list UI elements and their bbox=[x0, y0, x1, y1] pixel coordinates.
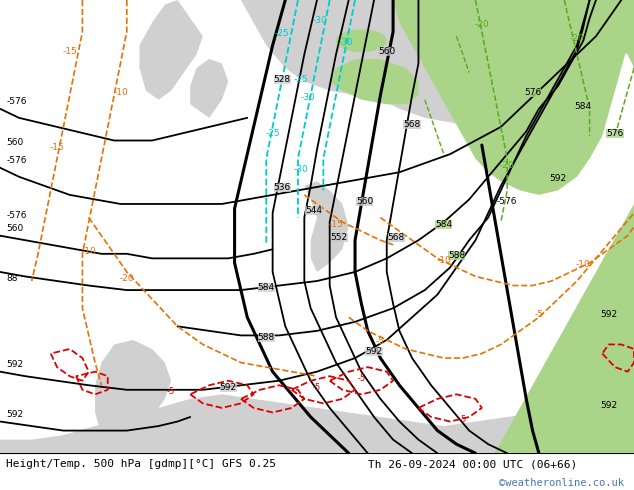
Text: 536: 536 bbox=[273, 183, 291, 193]
Text: 592: 592 bbox=[6, 410, 23, 419]
Text: -30: -30 bbox=[300, 93, 315, 102]
Polygon shape bbox=[495, 204, 634, 453]
Text: 560: 560 bbox=[356, 197, 373, 206]
Text: 592: 592 bbox=[219, 383, 237, 392]
Text: 560: 560 bbox=[378, 48, 396, 56]
Text: -10: -10 bbox=[436, 256, 451, 265]
Text: Th 26-09-2024 00:00 UTC (06+66): Th 26-09-2024 00:00 UTC (06+66) bbox=[368, 459, 577, 469]
Text: 544: 544 bbox=[306, 206, 322, 215]
Text: 584: 584 bbox=[574, 102, 592, 111]
Text: -20: -20 bbox=[569, 34, 585, 43]
Polygon shape bbox=[304, 181, 349, 272]
Text: -25: -25 bbox=[275, 29, 290, 38]
Ellipse shape bbox=[336, 29, 387, 52]
Polygon shape bbox=[380, 59, 520, 131]
Text: -10: -10 bbox=[81, 247, 96, 256]
Text: -30: -30 bbox=[294, 165, 309, 174]
Text: -25: -25 bbox=[294, 74, 309, 84]
Text: 584: 584 bbox=[435, 220, 453, 229]
Text: -576: -576 bbox=[497, 197, 517, 206]
Text: 528: 528 bbox=[273, 74, 291, 84]
Text: -15: -15 bbox=[62, 48, 77, 56]
Polygon shape bbox=[139, 0, 203, 100]
Text: 576: 576 bbox=[524, 88, 541, 97]
Text: 592: 592 bbox=[6, 360, 23, 369]
Polygon shape bbox=[330, 59, 418, 104]
Text: 592: 592 bbox=[549, 174, 567, 183]
Text: -20: -20 bbox=[119, 274, 134, 283]
Text: 592: 592 bbox=[600, 310, 618, 319]
Polygon shape bbox=[393, 0, 634, 195]
Text: -576: -576 bbox=[6, 211, 27, 220]
Text: -20: -20 bbox=[474, 20, 489, 29]
Text: 568: 568 bbox=[403, 120, 421, 129]
Text: -20: -20 bbox=[500, 161, 515, 170]
Text: 592: 592 bbox=[600, 401, 618, 410]
Text: 88: 88 bbox=[6, 274, 18, 283]
Polygon shape bbox=[95, 340, 171, 453]
Text: 592: 592 bbox=[365, 346, 383, 356]
Text: 560: 560 bbox=[6, 138, 23, 147]
Text: -5: -5 bbox=[376, 338, 385, 346]
Text: 568: 568 bbox=[387, 233, 405, 242]
Text: -10: -10 bbox=[113, 88, 128, 97]
Text: -15: -15 bbox=[328, 220, 344, 229]
Text: -5: -5 bbox=[357, 374, 366, 383]
Text: -25: -25 bbox=[265, 129, 280, 138]
Text: 584: 584 bbox=[257, 283, 275, 292]
Text: Height/Temp. 500 hPa [gdmp][°C] GFS 0.25: Height/Temp. 500 hPa [gdmp][°C] GFS 0.25 bbox=[6, 459, 276, 469]
Text: -5: -5 bbox=[458, 415, 467, 423]
Text: 560: 560 bbox=[6, 224, 23, 233]
Text: -30: -30 bbox=[313, 16, 328, 24]
Text: 588: 588 bbox=[257, 333, 275, 342]
Text: -5: -5 bbox=[534, 310, 543, 319]
Text: 552: 552 bbox=[330, 233, 348, 242]
Text: -5: -5 bbox=[313, 383, 321, 392]
Text: 576: 576 bbox=[606, 129, 624, 138]
Text: -15: -15 bbox=[49, 143, 65, 151]
Text: -576: -576 bbox=[6, 97, 27, 106]
Text: -10: -10 bbox=[576, 260, 591, 270]
Polygon shape bbox=[190, 59, 228, 118]
Text: -576: -576 bbox=[6, 156, 27, 165]
Text: 588: 588 bbox=[448, 251, 465, 260]
Text: -5: -5 bbox=[167, 387, 176, 396]
Text: -30: -30 bbox=[338, 38, 353, 48]
Text: ©weatheronline.co.uk: ©weatheronline.co.uk bbox=[500, 478, 624, 489]
Polygon shape bbox=[520, 0, 634, 68]
Polygon shape bbox=[241, 0, 501, 100]
Polygon shape bbox=[0, 394, 634, 453]
